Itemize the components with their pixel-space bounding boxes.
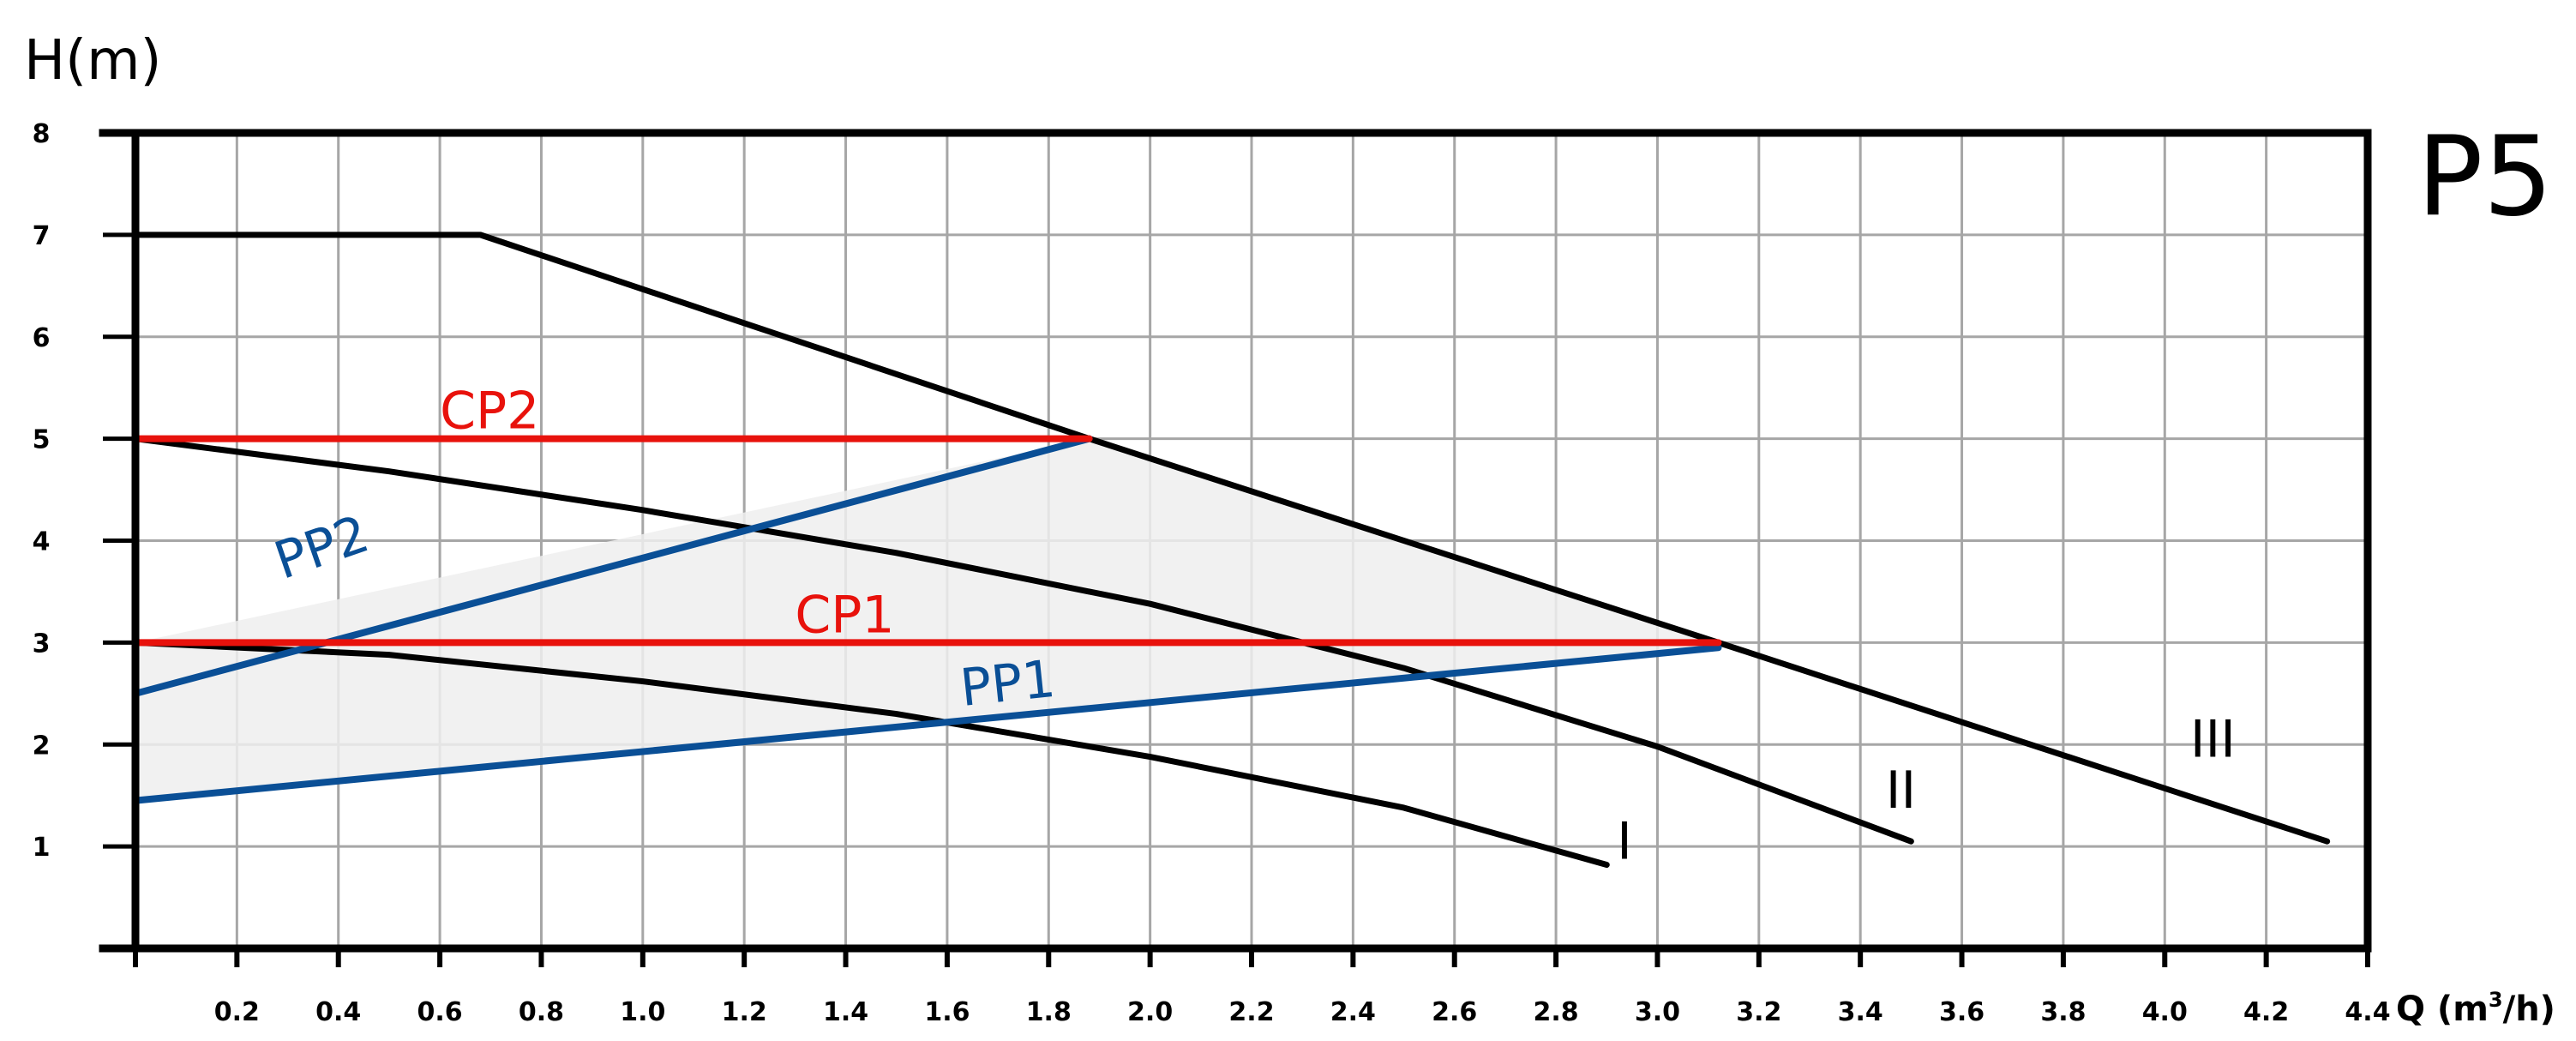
- shaded-region: [135, 438, 1719, 801]
- series-line-pp2: [132, 435, 1093, 697]
- x-tick-label-19: 4.0: [2142, 997, 2188, 1027]
- series-label-iii: III: [2190, 710, 2236, 770]
- y-tick-label-5: 6: [33, 323, 51, 353]
- x-tick-label-9: 2.0: [1127, 997, 1173, 1027]
- series-line-pp1: [132, 644, 1722, 804]
- chart-title: P5: [2417, 113, 2553, 241]
- y-axis-title: H(m): [24, 29, 161, 93]
- shaded-operating-region: [135, 438, 1719, 801]
- x-tick-label-12: 2.6: [1432, 997, 1477, 1027]
- x-axis-title-superscript: 3: [2489, 988, 2503, 1012]
- x-tick-label-0: 0.2: [214, 997, 260, 1027]
- y-tick-label-0: 1: [33, 833, 51, 863]
- x-tick-label-13: 2.8: [1534, 997, 1579, 1027]
- series-label-pp2: PP2: [267, 504, 376, 592]
- y-tick-label-7: 8: [33, 119, 51, 149]
- x-tick-label-17: 3.6: [1939, 997, 1985, 1027]
- series-label-cp2: CP2: [440, 382, 539, 442]
- y-tick-label-6: 7: [33, 221, 51, 251]
- y-tick-label-2: 3: [33, 629, 51, 659]
- x-tick-label-15: 3.2: [1736, 997, 1781, 1027]
- plot-frame: [99, 129, 2372, 967]
- x-axis-title-main: Q (m: [2396, 990, 2489, 1029]
- series-label-ii: II: [1886, 761, 1916, 821]
- x-tick-label-21: 4.4: [2345, 997, 2390, 1027]
- y-tick-label-1: 2: [33, 731, 51, 761]
- series-label-i: I: [1617, 811, 1632, 871]
- tick-labels: 0.2 0.4 0.6 0.8 1.0 1.2 1.4 1.6 1.8 2.0 2.2 2.4 2.6 2…: [33, 119, 2391, 1027]
- x-tick-label-11: 2.4: [1330, 997, 1376, 1027]
- x-tick-label-7: 1.6: [924, 997, 970, 1027]
- x-tick-label-6: 1.4: [823, 997, 868, 1027]
- x-tick-label-4: 1.0: [620, 997, 665, 1027]
- x-tick-label-5: 1.2: [722, 997, 767, 1027]
- x-tick-label-16: 3.4: [1838, 997, 1883, 1027]
- series-line-ii: [132, 436, 1914, 845]
- series-label-cp1: CP1: [795, 585, 894, 645]
- x-tick-label-8: 1.8: [1026, 997, 1072, 1027]
- x-axis-title: Q (m3/h): [2396, 988, 2555, 1029]
- x-tick-label-18: 3.8: [2040, 997, 2086, 1027]
- x-tick-label-3: 0.8: [519, 997, 564, 1027]
- x-tick-label-1: 0.4: [315, 997, 361, 1027]
- series-label-pp1: PP1: [958, 649, 1058, 719]
- x-axis-title-end: /h): [2503, 990, 2555, 1029]
- series-group: [132, 232, 2331, 869]
- x-tick-label-14: 3.0: [1635, 997, 1680, 1027]
- x-tick-label-10: 2.2: [1228, 997, 1274, 1027]
- x-tick-label-2: 0.6: [417, 997, 463, 1027]
- series-line-i: [132, 639, 1610, 869]
- x-tick-label-20: 4.2: [2243, 997, 2289, 1027]
- y-tick-label-3: 4: [33, 527, 51, 557]
- y-tick-label-4: 5: [33, 425, 51, 455]
